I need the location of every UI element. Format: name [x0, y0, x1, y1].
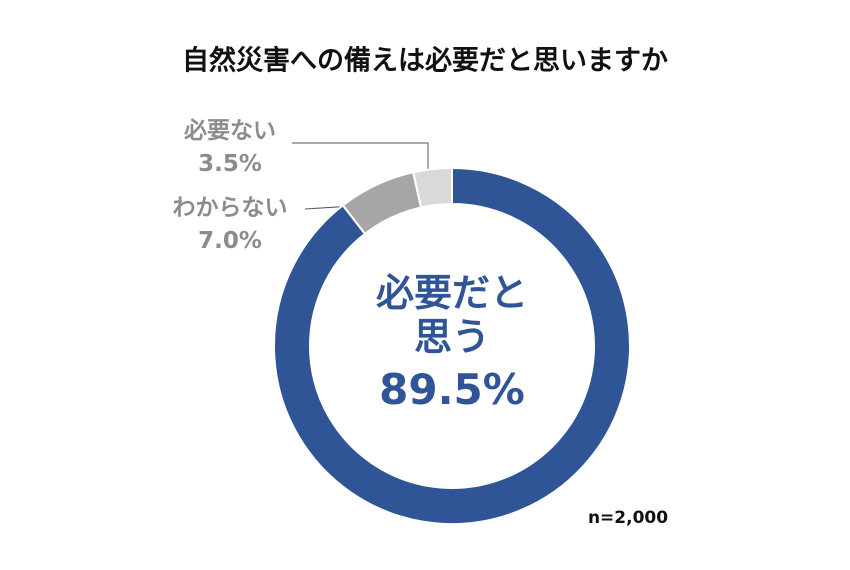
donut-slice — [411, 166, 453, 209]
center-value: 89.5% — [379, 365, 525, 414]
sample-note: n=2,000 — [588, 508, 668, 528]
chart-title: 自然災害への備えは必要だと思いますか — [182, 45, 668, 77]
donut-slice — [273, 166, 631, 525]
center-category: 必要だと思う — [375, 271, 528, 359]
slice-value: 7.0% — [198, 228, 262, 254]
slice-category: わからない — [172, 195, 288, 221]
slice-value: 3.5% — [198, 151, 262, 177]
slice-category: 必要ない — [184, 118, 276, 144]
